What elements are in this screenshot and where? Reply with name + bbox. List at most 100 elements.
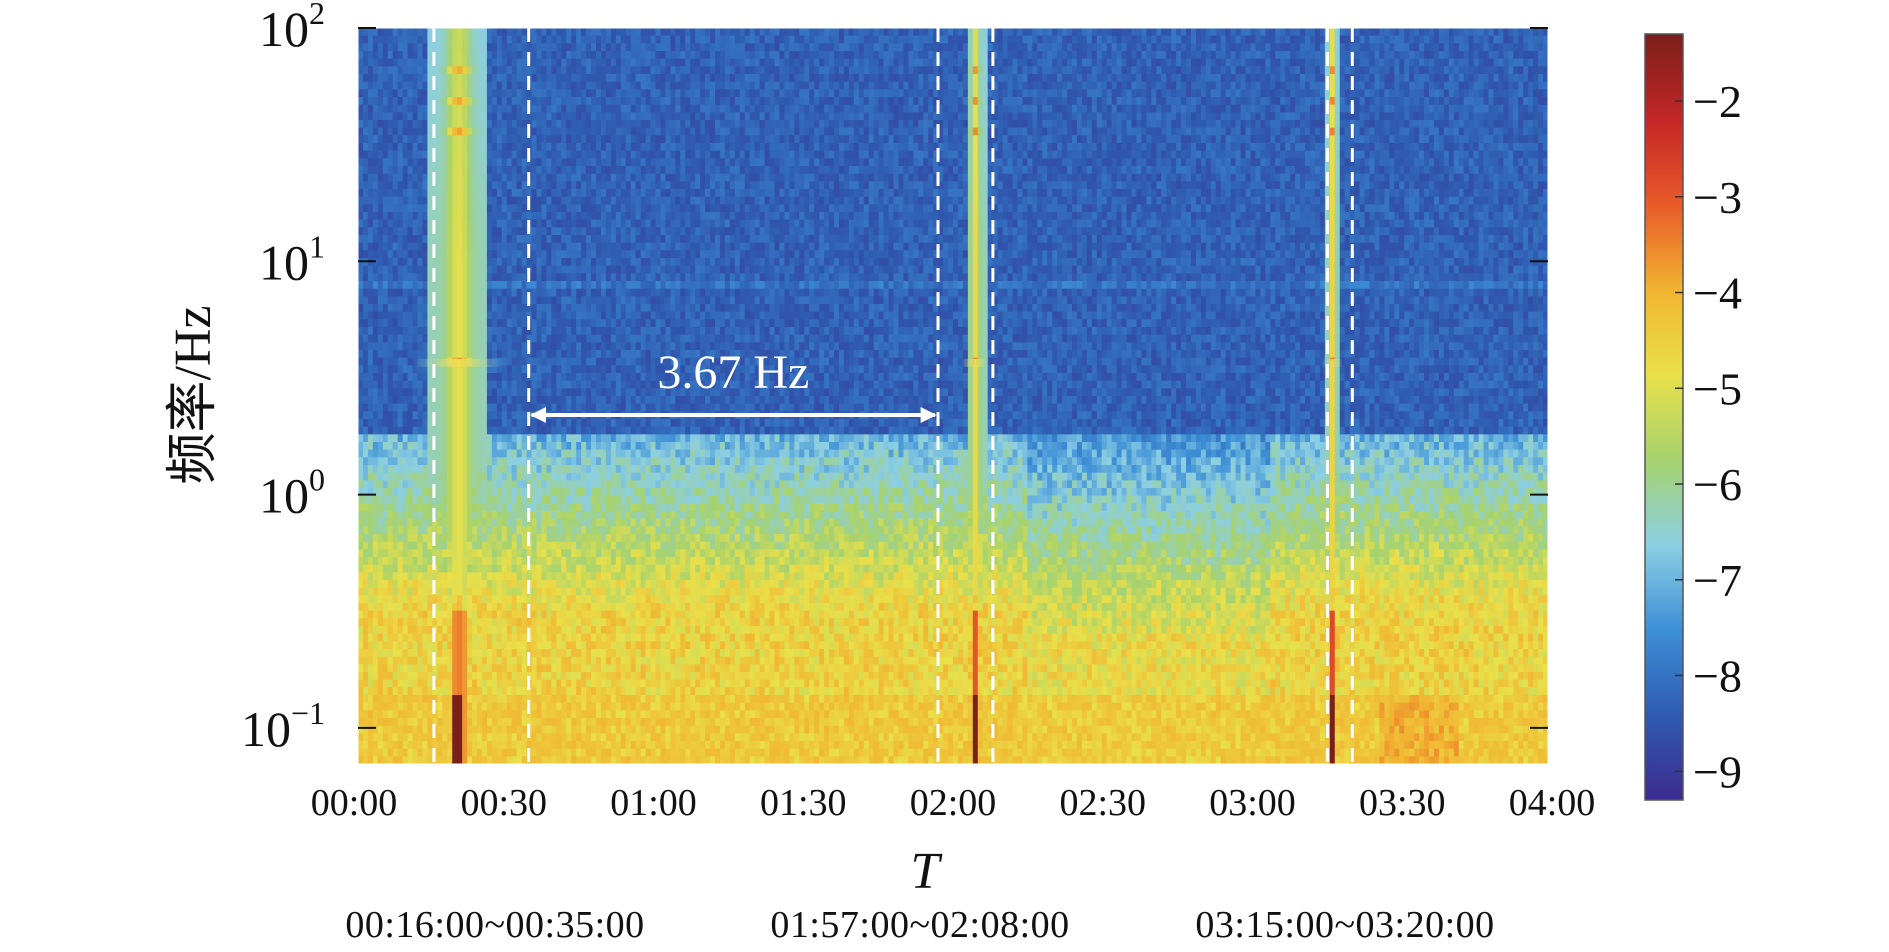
heatmap-cell: [556, 350, 562, 358]
heatmap-cell: [437, 82, 443, 90]
heatmap-cell: [358, 51, 364, 59]
heatmap-cell: [457, 503, 463, 511]
heatmap-cell: [378, 611, 384, 619]
heatmap-cell: [383, 703, 389, 711]
heatmap-cell: [447, 135, 453, 143]
heatmap-cell: [561, 480, 567, 488]
heatmap-cell: [383, 733, 389, 741]
heatmap-cell: [571, 319, 577, 327]
heatmap-cell: [512, 695, 518, 703]
heatmap-cell: [398, 519, 404, 527]
heatmap-cell: [581, 266, 587, 274]
heatmap-cell: [497, 373, 503, 381]
heatmap-cell: [398, 36, 404, 44]
heatmap-cell: [596, 296, 602, 304]
heatmap-cell: [373, 465, 379, 473]
heatmap-cell: [373, 120, 379, 128]
heatmap-cell: [398, 703, 404, 711]
heatmap-cell: [477, 158, 483, 166]
heatmap-cell: [556, 43, 562, 51]
heatmap-cell: [551, 718, 557, 726]
heatmap-cell: [393, 519, 399, 527]
heatmap-cell: [566, 120, 572, 128]
heatmap-cell: [517, 404, 523, 412]
heatmap-cell: [537, 204, 543, 212]
heatmap-cell: [467, 588, 473, 596]
heatmap-cell: [457, 542, 463, 550]
heatmap-cell: [422, 143, 428, 151]
heatmap-cell: [418, 120, 424, 128]
heatmap-cell: [517, 243, 523, 251]
heatmap-cell: [452, 66, 458, 74]
heatmap-cell: [442, 496, 448, 504]
heatmap-cell: [363, 618, 369, 626]
heatmap-cell: [368, 365, 374, 373]
heatmap-cell: [527, 43, 533, 51]
heatmap-cell: [472, 135, 478, 143]
heatmap-cell: [408, 243, 414, 251]
heatmap-cell: [546, 304, 552, 312]
heatmap-cell: [447, 733, 453, 741]
heatmap-cell: [601, 43, 607, 51]
heatmap-cell: [427, 580, 433, 588]
heatmap-cell: [368, 419, 374, 427]
heatmap-cell: [462, 235, 468, 243]
heatmap-cell: [393, 158, 399, 166]
heatmap-cell: [403, 189, 409, 197]
heatmap-cell: [556, 289, 562, 297]
heatmap-cell: [358, 235, 364, 243]
heatmap-cell: [368, 266, 374, 274]
heatmap-cell: [403, 618, 409, 626]
heatmap-cell: [566, 695, 572, 703]
heatmap-cell: [477, 419, 483, 427]
heatmap-cell: [576, 189, 582, 197]
heatmap-cell: [522, 59, 528, 67]
heatmap-cell: [487, 151, 493, 159]
heatmap-cell: [556, 66, 562, 74]
heatmap-cell: [363, 595, 369, 603]
heatmap-cell: [368, 496, 374, 504]
heatmap-cell: [512, 358, 518, 366]
heatmap-cell: [482, 534, 488, 542]
heatmap-cell: [492, 174, 498, 182]
heatmap-cell: [368, 741, 374, 749]
heatmap-cell: [541, 511, 547, 519]
heatmap-cell: [472, 664, 478, 672]
heatmap-cell: [447, 227, 453, 235]
heatmap-cell: [492, 733, 498, 741]
heatmap-cell: [517, 342, 523, 350]
heatmap-cell: [378, 358, 384, 366]
heatmap-cell: [596, 289, 602, 297]
heatmap-cell: [388, 419, 394, 427]
heatmap-cell: [437, 488, 443, 496]
heatmap-cell: [472, 197, 478, 205]
heatmap-cell: [383, 112, 389, 120]
heatmap-cell: [403, 526, 409, 534]
heatmap-cell: [437, 112, 443, 120]
heatmap-cell: [512, 741, 518, 749]
heatmap-cell: [462, 427, 468, 435]
heatmap-cell: [467, 511, 473, 519]
heatmap-cell: [586, 726, 592, 734]
heatmap-cell: [422, 273, 428, 281]
heatmap-cell: [437, 733, 443, 741]
heatmap-cell: [398, 250, 404, 258]
heatmap-cell: [467, 89, 473, 97]
heatmap-cell: [462, 434, 468, 442]
heatmap-cell: [551, 59, 557, 67]
heatmap-cell: [586, 51, 592, 59]
heatmap-cell: [472, 442, 478, 450]
heatmap-cell: [447, 158, 453, 166]
heatmap-cell: [482, 181, 488, 189]
heatmap-cell: [388, 611, 394, 619]
heatmap-cell: [422, 66, 428, 74]
heatmap-cell: [388, 335, 394, 343]
heatmap-cell: [502, 120, 508, 128]
heatmap-cell: [427, 335, 433, 343]
heatmap-cell: [601, 250, 607, 258]
heatmap-cell: [591, 365, 597, 373]
heatmap-cell: [437, 749, 443, 757]
heatmap-cell: [447, 503, 453, 511]
heatmap-cell: [497, 450, 503, 458]
heatmap-cell: [472, 672, 478, 680]
